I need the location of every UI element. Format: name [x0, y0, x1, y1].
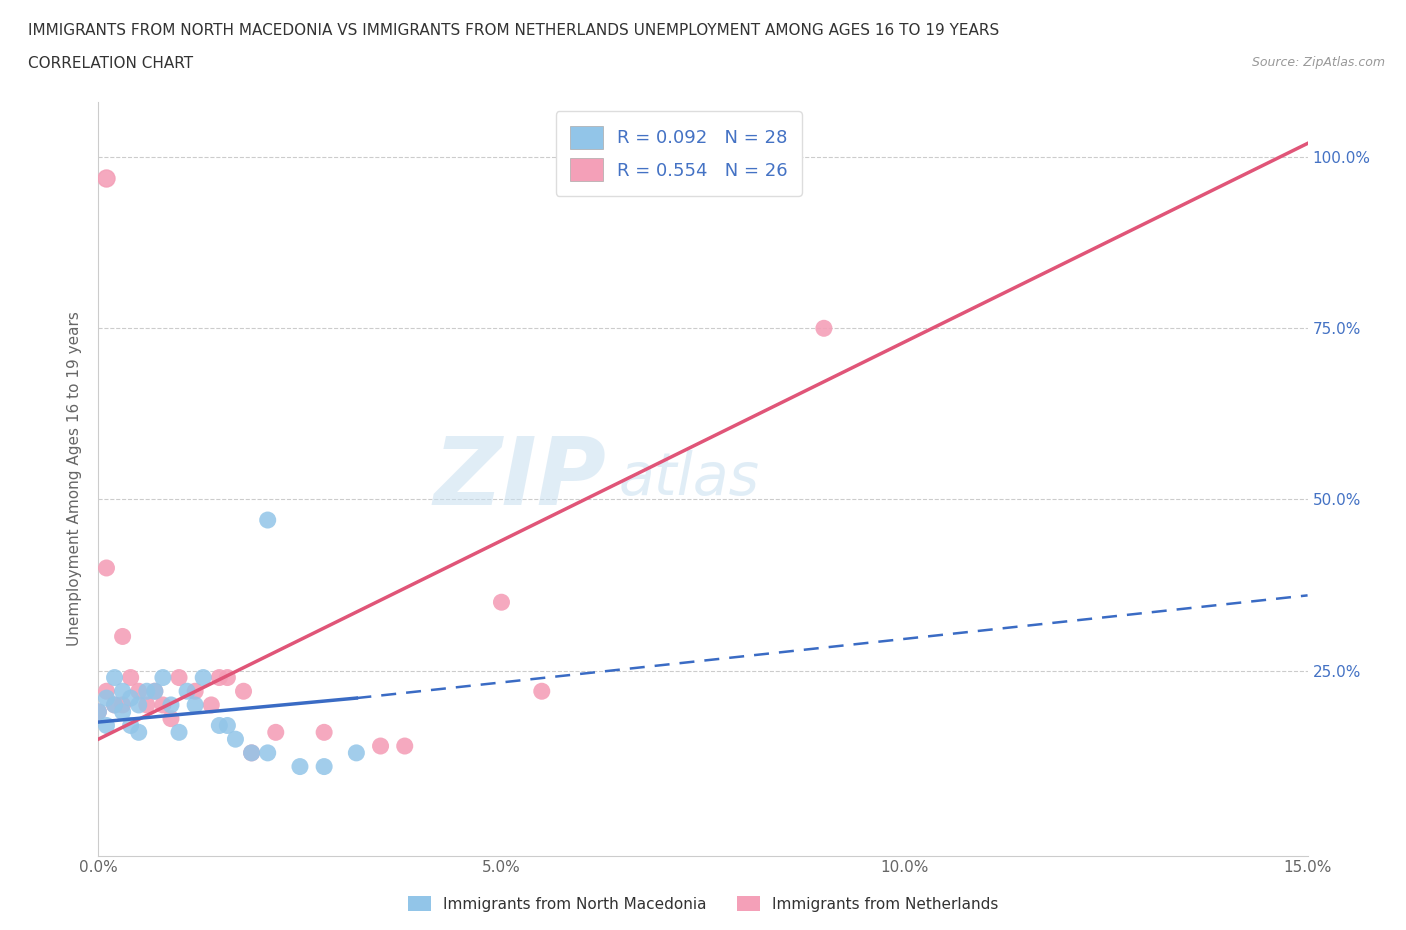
Point: [813, 321, 835, 336]
Point: [96, 691, 118, 706]
Point: [96, 170, 118, 185]
Text: CORRELATION CHART: CORRELATION CHART: [28, 56, 193, 71]
Point: [96, 561, 118, 576]
Point: [96, 684, 118, 698]
Point: [135, 698, 157, 712]
Text: Source: ZipAtlas.com: Source: ZipAtlas.com: [1251, 56, 1385, 69]
Point: [120, 718, 142, 733]
Point: [344, 746, 367, 761]
Text: ZIP: ZIP: [433, 433, 606, 525]
Point: [96, 718, 118, 733]
Point: [128, 684, 150, 698]
Point: [167, 724, 190, 739]
Text: IMMIGRANTS FROM NORTH MACEDONIA VS IMMIGRANTS FROM NETHERLANDS UNEMPLOYMENT AMON: IMMIGRANTS FROM NORTH MACEDONIA VS IMMIG…: [28, 23, 1000, 38]
Point: [103, 698, 125, 712]
Point: [256, 746, 278, 761]
Point: [128, 724, 150, 739]
Point: [87, 704, 110, 719]
Point: [111, 684, 134, 698]
Point: [224, 732, 246, 747]
Point: [160, 698, 183, 712]
Point: [217, 718, 239, 733]
Point: [184, 684, 207, 698]
Point: [314, 724, 336, 739]
Point: [103, 698, 125, 712]
Point: [167, 671, 190, 685]
Point: [111, 629, 134, 644]
Point: [120, 691, 142, 706]
Point: [135, 684, 157, 698]
Point: [143, 684, 166, 698]
Legend: R = 0.092   N = 28, R = 0.554   N = 26: R = 0.092 N = 28, R = 0.554 N = 26: [555, 112, 801, 195]
Point: [152, 698, 174, 712]
Point: [208, 718, 231, 733]
Point: [184, 698, 207, 712]
Point: [530, 684, 553, 698]
Point: [264, 724, 287, 739]
Point: [370, 738, 392, 753]
Text: atlas: atlas: [619, 450, 759, 508]
Point: [288, 759, 311, 774]
Point: [394, 738, 416, 753]
Point: [87, 704, 110, 719]
Point: [143, 684, 166, 698]
Point: [176, 684, 198, 698]
Legend: Immigrants from North Macedonia, Immigrants from Netherlands: Immigrants from North Macedonia, Immigra…: [402, 889, 1004, 918]
Point: [314, 759, 336, 774]
Point: [120, 671, 142, 685]
Point: [232, 684, 254, 698]
Point: [200, 698, 222, 712]
Point: [217, 671, 239, 685]
Point: [208, 671, 231, 685]
Point: [160, 711, 183, 726]
Point: [111, 698, 134, 712]
Point: [152, 671, 174, 685]
Point: [193, 671, 215, 685]
Y-axis label: Unemployment Among Ages 16 to 19 years: Unemployment Among Ages 16 to 19 years: [67, 312, 83, 646]
Point: [491, 595, 513, 610]
Point: [240, 746, 263, 761]
Point: [111, 704, 134, 719]
Point: [103, 671, 125, 685]
Point: [240, 746, 263, 761]
Point: [128, 698, 150, 712]
Point: [256, 512, 278, 527]
